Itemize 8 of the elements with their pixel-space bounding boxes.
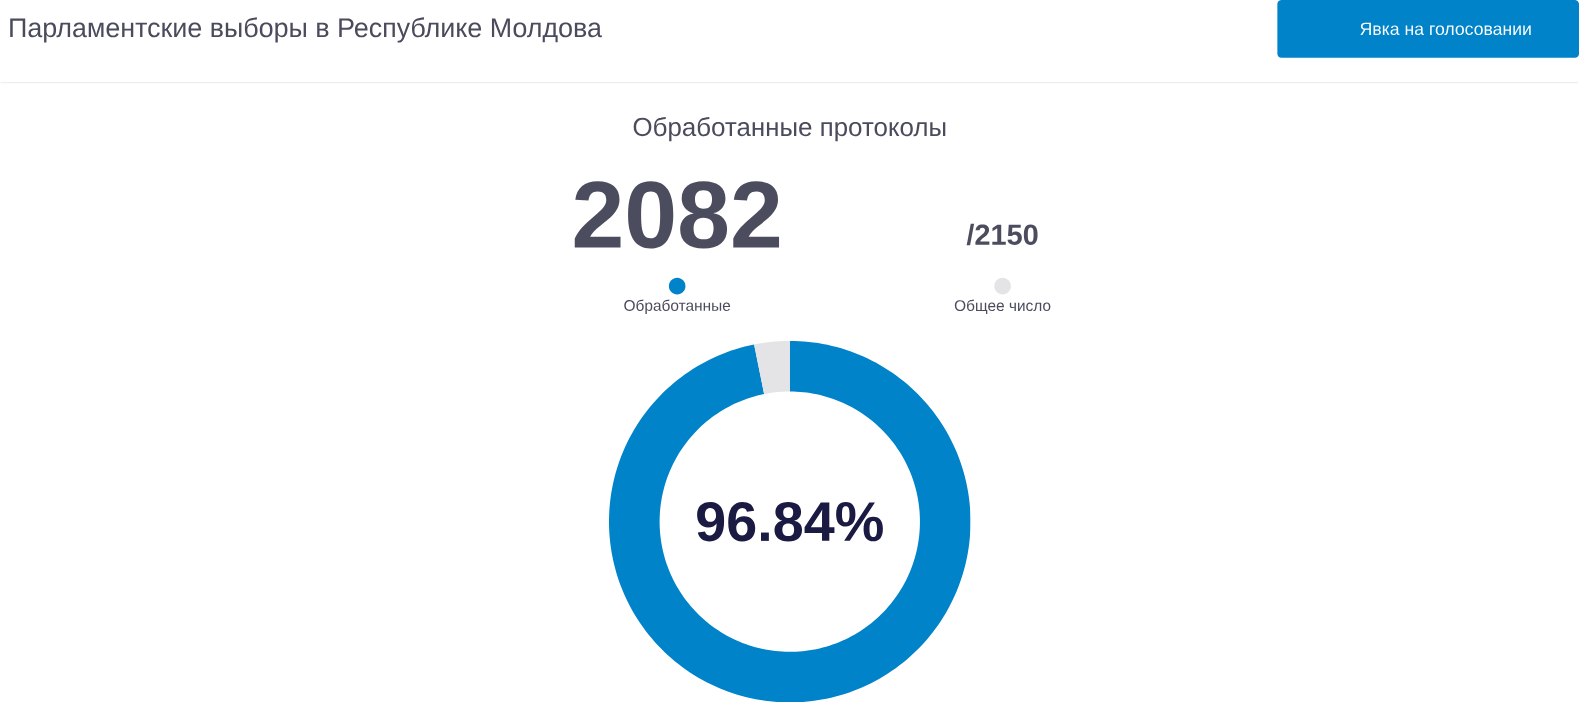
legend-label: Общее число — [954, 299, 1051, 314]
text: 96.84% — [697, 501, 883, 542]
chart-subtitle: Обработанные протоколы — [633, 116, 946, 142]
text: Явка на голосовании — [1360, 22, 1531, 35]
text: 2082 — [574, 180, 780, 249]
text: /2150 — [966, 223, 1038, 246]
legend-label: Обработанные — [624, 299, 731, 314]
text: Парламентские выборы в Республике Молдова — [10, 17, 602, 43]
